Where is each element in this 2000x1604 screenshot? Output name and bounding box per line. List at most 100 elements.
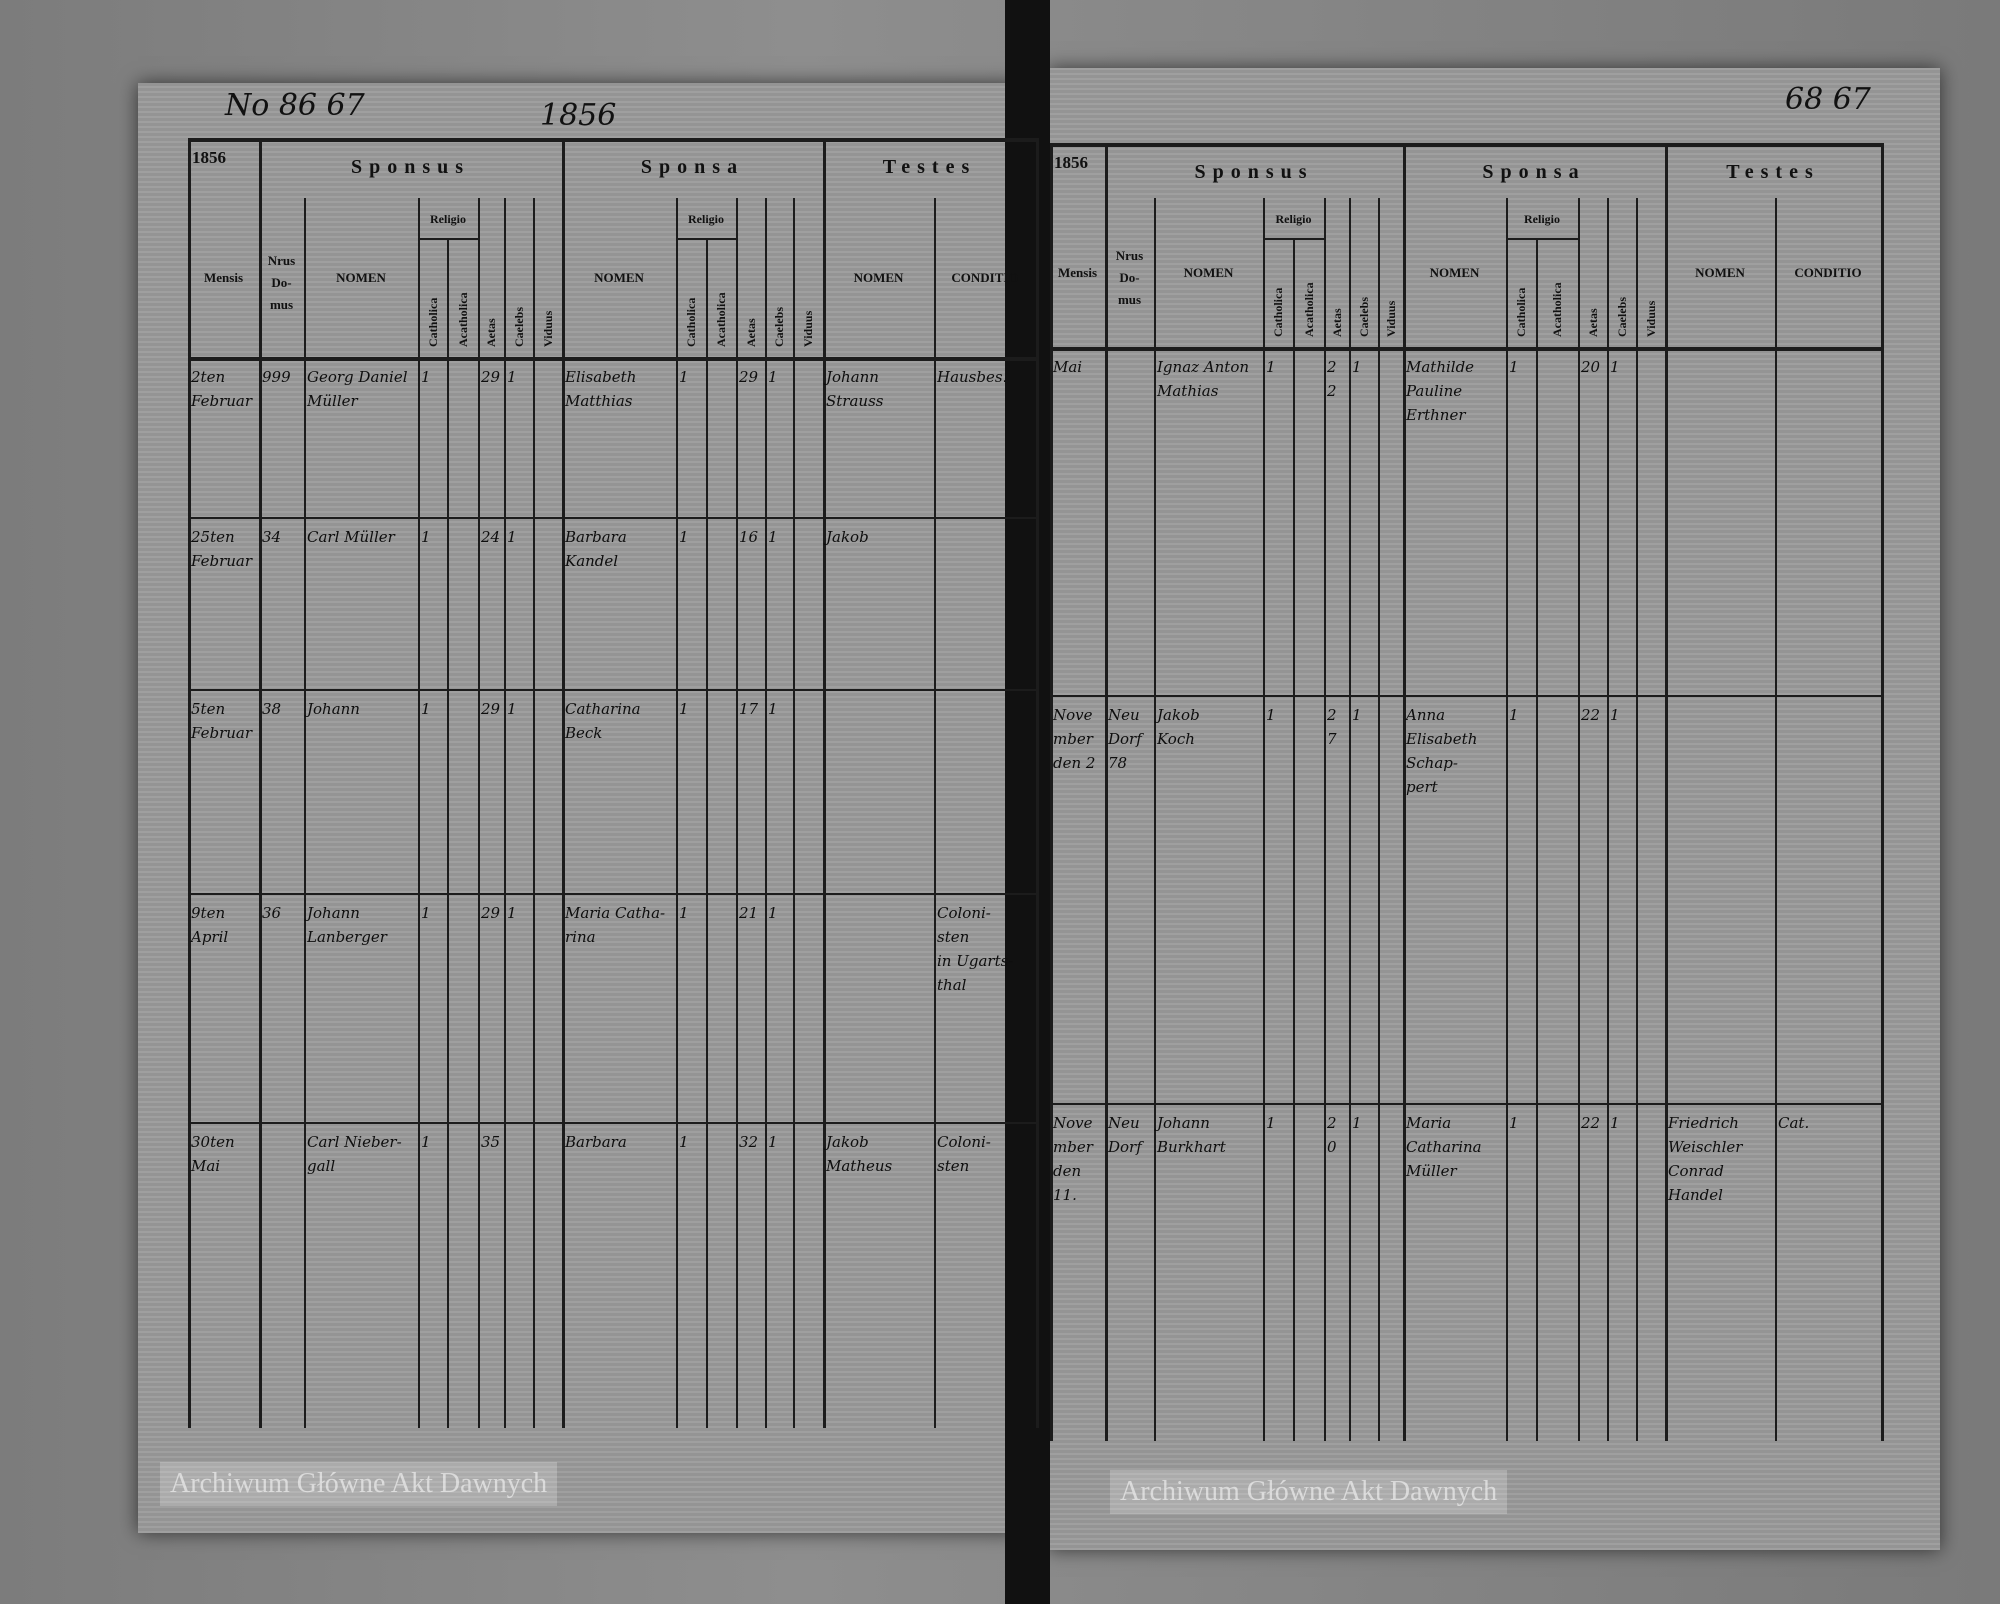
section-sponsus: Sponsus	[350, 156, 471, 178]
column-rule	[793, 198, 795, 1428]
column-rule	[1378, 198, 1380, 1441]
entry-sponsus-caelebs: 1	[1352, 358, 1362, 376]
entry-sponsus-caelebs: 1	[1352, 706, 1362, 724]
column-aetas: Aetas	[484, 318, 498, 347]
entry-sponsus-aetas: 27	[1327, 706, 1337, 748]
entry-sponsus-religio: 1	[1266, 706, 1276, 724]
entry-sponsus-name: Ignaz Anton Mathias	[1157, 358, 1250, 400]
entry-mensis: November den 11.	[1053, 1114, 1093, 1204]
column-caelebs: Caelebs	[1356, 297, 1371, 337]
entry-testes: Jakob	[826, 528, 869, 546]
column-mensis: Mensis	[204, 269, 243, 285]
entry-sponsus-aetas: 29	[481, 904, 501, 922]
column-rule	[304, 198, 306, 1428]
entry-conditio: Coloni- sten	[937, 1133, 991, 1175]
column-rule	[562, 138, 565, 1428]
header-bottom-rule	[188, 357, 1036, 361]
column-religio-a: Catholica	[425, 297, 440, 347]
table-top-rule	[1050, 143, 1881, 147]
entry-domus: 34	[262, 528, 282, 546]
entry-sponsa-caelebs: 1	[1610, 1114, 1620, 1132]
column-religio-a: Catholica	[1271, 287, 1285, 337]
entry-sponsus-religio: 1	[421, 528, 431, 546]
column-rule	[447, 238, 449, 1428]
entry-sponsus-religio: 1	[421, 700, 431, 718]
right-register-page	[1048, 68, 1940, 1550]
column-rule	[1105, 143, 1108, 1441]
entry-sponsus-name: Georg Daniel Müller	[307, 368, 408, 410]
entry-sponsa-name: Barbara Kandel	[565, 528, 627, 570]
column-rule	[1050, 143, 1053, 1441]
column-rule	[934, 198, 936, 1428]
column-nomen: NOMEN	[1183, 264, 1234, 280]
entry-sponsa-religio: 1	[679, 528, 689, 546]
entry-sponsa-aetas: 21	[739, 904, 759, 922]
entry-sponsus-religio: 1	[1266, 1114, 1276, 1132]
section-sponsus: Sponsus	[1194, 161, 1314, 183]
entry-sponsus-aetas: 29	[481, 368, 501, 386]
column-rule	[1403, 143, 1406, 1441]
column-conditio: CONDITIO	[1794, 264, 1862, 280]
year-corner: 1856	[1054, 153, 1088, 172]
entry-sponsus-name: Johann	[307, 700, 360, 718]
entry-sponsa-aetas: 16	[739, 528, 759, 546]
entry-conditio: Coloni- sten in Ugarts- thal	[937, 904, 1014, 994]
column-rule	[478, 198, 480, 1428]
entry-sponsa-religio: 1	[679, 904, 689, 922]
entry-sponsa-caelebs: 1	[768, 904, 778, 922]
header-bottom-rule	[1050, 347, 1881, 351]
column-conditio: CONDITIO	[951, 269, 1019, 285]
column-nrus-domus: Nrus Do- mus	[1115, 247, 1144, 307]
column-aetas: Aetas	[1329, 308, 1344, 337]
column-religio-a: Catholica	[1514, 287, 1528, 337]
entry-conditio: Cat.	[1778, 1114, 1810, 1132]
column-nomen: NOMEN	[1429, 264, 1480, 280]
entry-sponsa-religio: 1	[679, 368, 689, 386]
column-religio-b: Acatholica	[455, 292, 470, 347]
entry-sponsa-name: Maria Catha- rina	[565, 904, 666, 946]
column-testes-nomen: NOMEN	[1695, 264, 1745, 280]
column-rule	[823, 138, 826, 1428]
column-religio: Religio	[1275, 212, 1312, 226]
entry-domus: 999	[262, 368, 291, 386]
column-religio: Religio	[688, 212, 724, 226]
section-sponsa: Sponsa	[640, 156, 745, 178]
entry-sponsus-name: Carl Nieber- gall	[307, 1133, 402, 1175]
entry-mensis: November den 2	[1053, 706, 1096, 772]
entry-sponsa-religio: 1	[679, 700, 689, 718]
year-corner: 1856	[192, 148, 226, 167]
column-rule	[1578, 198, 1580, 1441]
column-rule	[1293, 238, 1295, 1441]
entry-sponsus-caelebs: 1	[507, 368, 517, 386]
entry-domus: 36	[262, 904, 282, 922]
entry-sponsus-caelebs: 1	[507, 904, 517, 922]
entry-sponsa-caelebs: 1	[768, 700, 778, 718]
column-rule	[1349, 198, 1351, 1441]
entry-divider	[188, 893, 1036, 895]
column-rule	[1775, 198, 1777, 1441]
entry-sponsa-caelebs: 1	[1610, 358, 1620, 376]
column-rule	[1665, 143, 1668, 1441]
right-folio-number: 68 67	[1785, 82, 1871, 117]
entry-mensis: 2ten Februar	[191, 368, 253, 410]
column-nomen: NOMEN	[594, 269, 644, 285]
column-rule	[1636, 198, 1638, 1441]
entry-sponsus-aetas: 20	[1327, 1114, 1337, 1156]
entry-sponsus-religio: 1	[421, 368, 431, 386]
entry-sponsa-name: Mathilde Pauline Erthner	[1406, 358, 1475, 424]
column-rule	[1263, 198, 1265, 1441]
religio-rule	[1506, 238, 1578, 240]
entry-mensis: 5ten Februar	[191, 700, 253, 742]
archive-watermark: Archiwum Główne Akt Dawnych	[160, 1462, 558, 1506]
entry-sponsus-aetas: 22	[1327, 358, 1337, 400]
section-testes: Testes	[1726, 161, 1820, 183]
column-viduus: Viduus	[1643, 300, 1658, 337]
entry-sponsus-aetas: 29	[481, 700, 501, 718]
column-viduus: Viduus	[801, 310, 815, 347]
entry-sponsa-aetas: 29	[739, 368, 759, 386]
table-top-rule	[188, 138, 1036, 142]
entry-mensis: 30ten Mai	[191, 1133, 235, 1175]
column-mensis: Mensis	[1058, 264, 1097, 280]
entry-sponsa-aetas: 22	[1581, 706, 1601, 724]
column-caelebs: Caelebs	[1614, 297, 1629, 337]
